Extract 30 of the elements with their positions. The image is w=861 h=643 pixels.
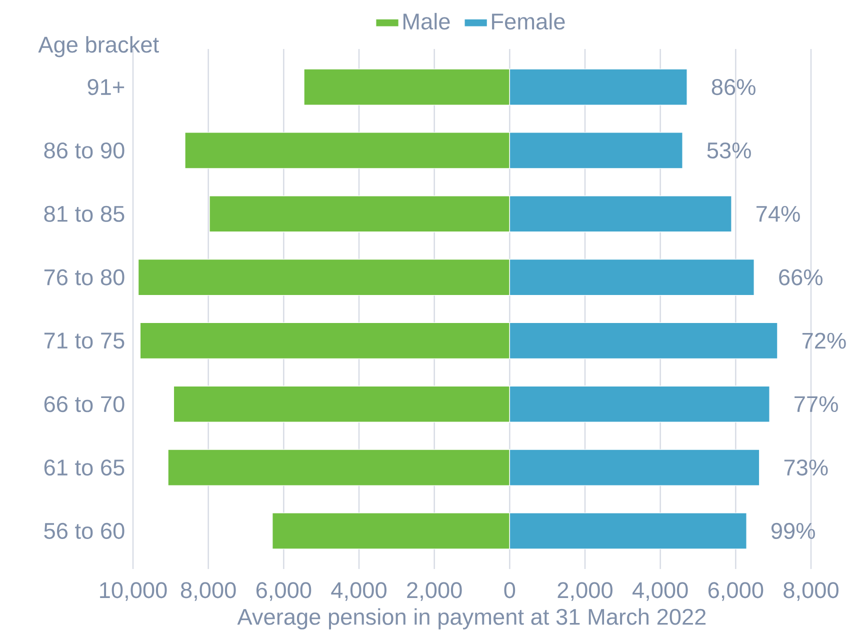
y-axis-title: Age bracket bbox=[38, 36, 159, 58]
annotation: 53% bbox=[707, 142, 751, 158]
annotation: 73% bbox=[784, 460, 828, 476]
x-tick-label: 6,000 bbox=[708, 582, 764, 601]
y-tick-label: 81 to 85 bbox=[44, 206, 124, 222]
y-tick-label: 61 to 65 bbox=[44, 460, 124, 476]
y-tick-label: 71 to 75 bbox=[44, 332, 124, 349]
annotation: 77% bbox=[794, 396, 838, 412]
x-axis-title: Average pension in payment at 31 March 2022 bbox=[237, 608, 706, 630]
y-tick-label: 91+ bbox=[88, 79, 124, 96]
annotation: 86% bbox=[712, 79, 756, 96]
annotation: 66% bbox=[779, 269, 822, 286]
y-tick-label: 56 to 60 bbox=[44, 522, 124, 539]
y-tick-label: 86 to 90 bbox=[44, 142, 124, 158]
x-tick-label: 8,000 bbox=[784, 582, 838, 601]
annotation: 72% bbox=[802, 332, 846, 349]
legend-label: Female bbox=[492, 12, 565, 30]
x-tick-label: 0 bbox=[504, 582, 516, 598]
y-tick-label: 66 to 70 bbox=[44, 396, 124, 412]
x-tick-label: 8,000 bbox=[180, 582, 236, 601]
x-tick-label: 2,000 bbox=[558, 582, 612, 601]
x-tick-label: 4,000 bbox=[632, 582, 688, 601]
annotation: 99% bbox=[771, 522, 815, 539]
annotation: 74% bbox=[756, 206, 800, 222]
y-tick-label: 76 to 80 bbox=[44, 269, 124, 286]
x-tick-label: 10,000 bbox=[100, 582, 167, 601]
x-tick-label: 2,000 bbox=[407, 582, 462, 601]
x-tick-label: 6,000 bbox=[256, 582, 312, 601]
x-tick-label: 4,000 bbox=[331, 582, 386, 601]
legend-label: Male bbox=[404, 12, 450, 30]
